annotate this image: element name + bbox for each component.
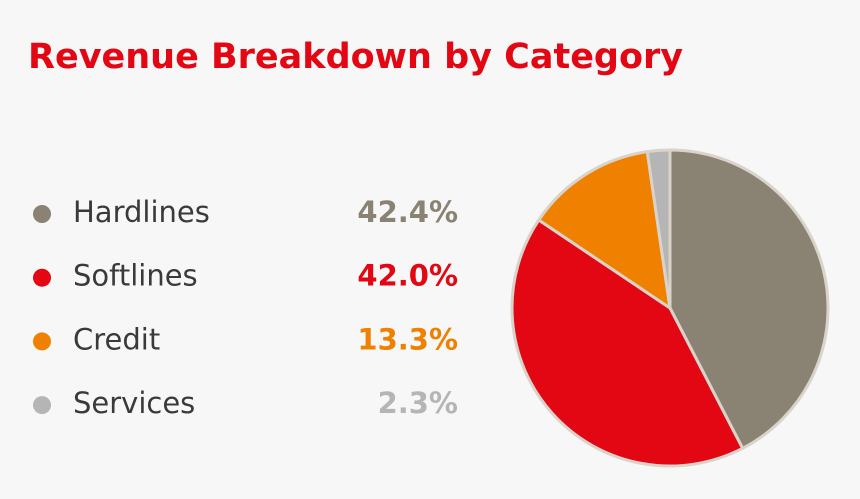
legend-label: Softlines	[73, 259, 198, 293]
legend-marker	[33, 268, 51, 287]
legend-label: Hardlines	[73, 195, 210, 229]
value-label: 42.0%	[357, 259, 458, 293]
legend-label: Services	[73, 386, 195, 420]
legend-marker	[33, 205, 51, 223]
value-label: 2.3%	[378, 386, 458, 420]
pie-slice	[668, 148, 830, 450]
pie-slice	[537, 150, 672, 310]
legend-marker	[33, 396, 51, 415]
pie-slice	[645, 148, 672, 310]
value-label: 42.4%	[357, 195, 458, 229]
legend-label: Credit	[73, 322, 160, 356]
value-label: 13.3%	[357, 322, 458, 356]
chart-title: Revenue Breakdown by Category	[28, 37, 683, 77]
legend-marker	[33, 332, 51, 351]
pie-slice	[510, 218, 745, 468]
